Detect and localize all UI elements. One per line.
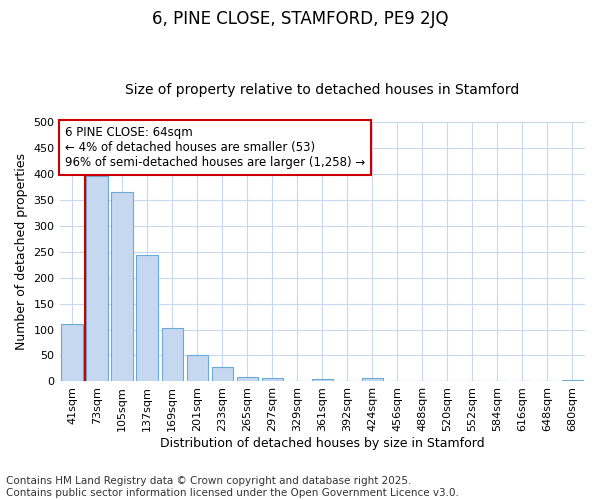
Bar [562,380,583,382]
Title: Size of property relative to detached houses in Stamford: Size of property relative to detached ho… [125,83,520,97]
Text: 6, PINE CLOSE, STAMFORD, PE9 2JQ: 6, PINE CLOSE, STAMFORD, PE9 2JQ [152,10,448,28]
Bar [86,176,108,382]
Bar [212,367,233,382]
Bar [161,328,183,382]
Text: Contains HM Land Registry data © Crown copyright and database right 2025.
Contai: Contains HM Land Registry data © Crown c… [6,476,459,498]
Bar [262,378,283,382]
Y-axis label: Number of detached properties: Number of detached properties [15,153,28,350]
Bar [61,324,83,382]
Bar [236,378,258,382]
Text: 6 PINE CLOSE: 64sqm
← 4% of detached houses are smaller (53)
96% of semi-detache: 6 PINE CLOSE: 64sqm ← 4% of detached hou… [65,126,365,168]
X-axis label: Distribution of detached houses by size in Stamford: Distribution of detached houses by size … [160,437,485,450]
Bar [362,378,383,382]
Bar [187,356,208,382]
Bar [311,379,333,382]
Bar [112,192,133,382]
Bar [136,256,158,382]
